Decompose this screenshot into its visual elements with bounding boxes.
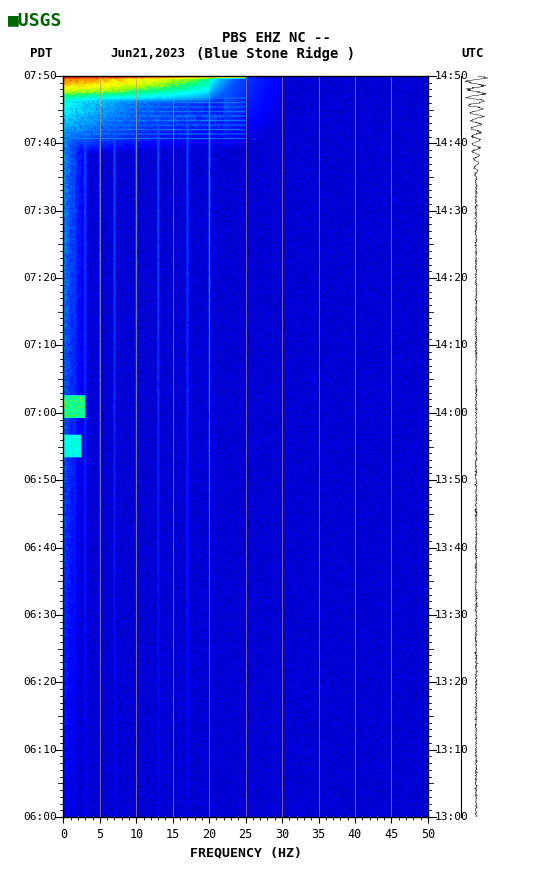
Text: PDT: PDT bbox=[30, 47, 53, 60]
Text: 14:40: 14:40 bbox=[434, 138, 468, 148]
Text: 14:50: 14:50 bbox=[434, 71, 468, 81]
Text: 14:00: 14:00 bbox=[434, 408, 468, 418]
Text: 06:50: 06:50 bbox=[23, 475, 57, 485]
Text: 07:00: 07:00 bbox=[23, 408, 57, 418]
Text: 13:30: 13:30 bbox=[434, 610, 468, 620]
Text: 14:30: 14:30 bbox=[434, 205, 468, 216]
Text: 07:30: 07:30 bbox=[23, 205, 57, 216]
Text: PBS EHZ NC --: PBS EHZ NC -- bbox=[221, 30, 331, 45]
X-axis label: FREQUENCY (HZ): FREQUENCY (HZ) bbox=[190, 846, 301, 859]
Text: 13:40: 13:40 bbox=[434, 543, 468, 553]
Text: 06:00: 06:00 bbox=[23, 812, 57, 822]
Text: ■USGS: ■USGS bbox=[8, 12, 63, 29]
Text: 06:40: 06:40 bbox=[23, 543, 57, 553]
Text: 14:10: 14:10 bbox=[434, 340, 468, 350]
Text: 06:30: 06:30 bbox=[23, 610, 57, 620]
Text: Jun21,2023: Jun21,2023 bbox=[110, 47, 185, 60]
Text: 07:40: 07:40 bbox=[23, 138, 57, 148]
Text: 06:20: 06:20 bbox=[23, 677, 57, 688]
Text: 13:20: 13:20 bbox=[434, 677, 468, 688]
Text: (Blue Stone Ridge ): (Blue Stone Ridge ) bbox=[197, 46, 355, 61]
Text: 13:00: 13:00 bbox=[434, 812, 468, 822]
Text: 07:50: 07:50 bbox=[23, 71, 57, 81]
Text: UTC: UTC bbox=[461, 47, 484, 60]
Text: 06:10: 06:10 bbox=[23, 745, 57, 755]
Text: 07:20: 07:20 bbox=[23, 273, 57, 283]
Text: 13:10: 13:10 bbox=[434, 745, 468, 755]
Text: 07:10: 07:10 bbox=[23, 340, 57, 350]
Text: 14:20: 14:20 bbox=[434, 273, 468, 283]
Text: 13:50: 13:50 bbox=[434, 475, 468, 485]
